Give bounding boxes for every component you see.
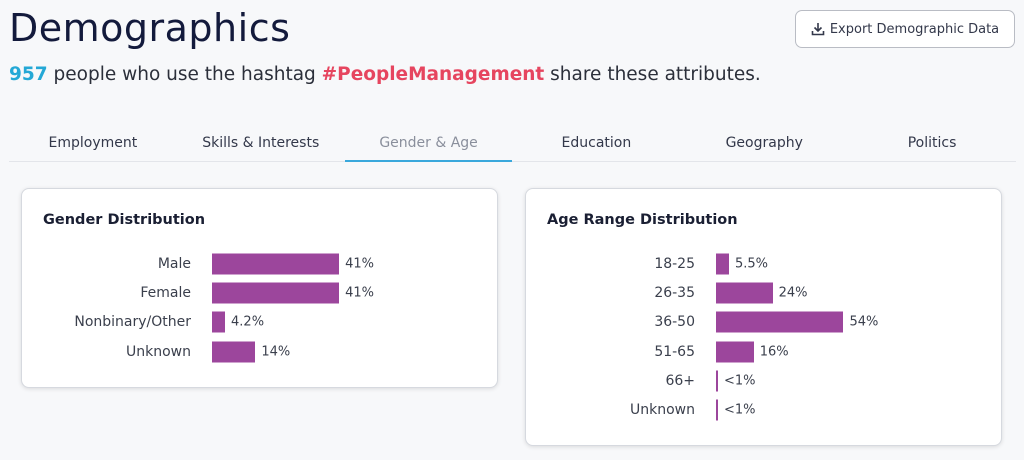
age-value: <1% [724,373,756,389]
gender-label: Male [157,255,191,272]
age-label: 66+ [665,372,695,389]
gender-label: Female [140,284,191,301]
age-row: 26-35 24% [526,278,1001,307]
tab-gender-age[interactable]: Gender & Age [344,126,513,162]
gender-value: 41% [345,285,374,301]
age-bar [716,311,844,333]
age-bar [716,399,718,421]
tab-education[interactable]: Education [561,135,632,151]
gender-card-title: Gender Distribution [43,212,206,228]
age-label: 51-65 [654,343,695,360]
gender-bar [212,282,340,304]
summary-prefix: people who use the hashtag [47,64,322,85]
gender-bar [212,341,256,363]
gender-value: 4.2% [231,314,265,330]
gender-value: 41% [345,256,374,272]
age-value: 5.5% [734,256,768,272]
age-label: Unknown [630,402,695,419]
age-bar [716,282,773,304]
age-bar [716,253,729,275]
export-demographic-data-button[interactable]: Export Demographic Data [795,10,1015,48]
age-row: 36-50 54% [526,308,1001,337]
age-row: 51-65 16% [526,337,1001,366]
age-label: 26-35 [654,284,695,301]
people-count: 957 [9,64,48,85]
age-value: 24% [778,285,808,301]
page-title: Demographics [9,6,291,50]
gender-distribution-card: Gender Distribution Male 41% Female 41% Nonb… [21,188,498,388]
gender-bar [212,253,340,275]
gender-row: Female 41% [22,278,497,307]
age-label: 36-50 [654,314,695,331]
summary-suffix: share these attributes. [544,64,761,85]
age-row: Unknown <1% [526,395,1001,424]
gender-rows: Male 41% Female 41% Nonbinary/Other 4.2% Unkno… [22,249,497,366]
age-value: <1% [724,402,756,418]
age-row: 66+ <1% [526,366,1001,395]
gender-bar [212,311,226,333]
download-icon [811,23,825,36]
age-card-title: Age Range Distribution [547,212,738,228]
tab-employment[interactable]: Employment [48,135,138,151]
gender-label: Nonbinary/Other [74,314,191,331]
demographic-tabs: Employment Skills & Interests Gender & A… [9,126,1016,162]
age-value: 16% [759,344,789,360]
age-range-distribution-card: Age Range Distribution 18-25 5.5% 26-35 24%… [525,188,1002,446]
hashtag[interactable]: #PeopleManagement [321,64,545,85]
gender-row: Male 41% [22,249,497,278]
age-bar [716,370,718,392]
gender-label: Unknown [126,343,191,360]
age-value: 54% [849,314,879,330]
age-rows: 18-25 5.5% 26-35 24% 36-50 54% 51-65 16% 66+ <1% U… [526,249,1001,425]
gender-row: Nonbinary/Other 4.2% [22,308,497,337]
summary-text: 957 people who use the hashtag #PeopleMa… [9,64,761,85]
tab-geography[interactable]: Geography [725,135,803,151]
tab-politics[interactable]: Politics [907,135,957,151]
age-bar [716,341,754,363]
export-button-label: Export Demographic Data [829,21,1000,37]
gender-value: 14% [261,344,291,360]
age-row: 18-25 5.5% [526,249,1001,278]
gender-row: Unknown 14% [22,337,497,366]
age-label: 18-25 [654,255,695,272]
tab-skills-interests[interactable]: Skills & Interests [202,135,320,151]
